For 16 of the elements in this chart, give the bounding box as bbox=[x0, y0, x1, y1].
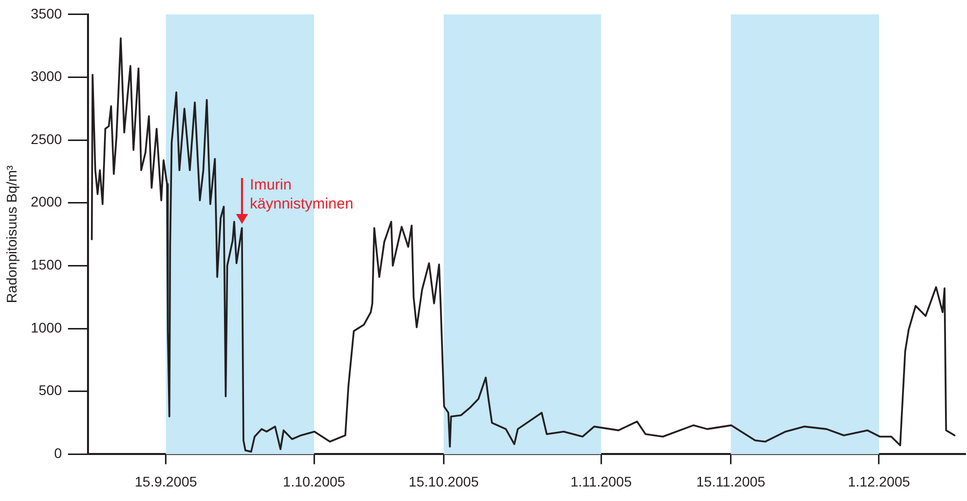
annotation: Imurin käynnistyminen bbox=[250, 176, 354, 213]
x-tick-label: 15.9.2005 bbox=[134, 473, 198, 490]
x-tick-label: 1.12.2005 bbox=[848, 473, 910, 490]
y-tick-label: 1000 bbox=[30, 319, 62, 336]
x-tick-label: 15.10.2005 bbox=[408, 473, 479, 490]
y-tick-label: 2000 bbox=[30, 194, 62, 210]
x-tick-label: 1.11.2005 bbox=[570, 473, 632, 490]
y-tick-label: 2500 bbox=[30, 130, 62, 147]
x-tick-label: 15.11.2005 bbox=[696, 473, 766, 490]
y-tick-label: 1500 bbox=[30, 256, 62, 273]
y-tick-label: 3500 bbox=[30, 5, 62, 22]
y-tick-label: 0 bbox=[54, 445, 62, 462]
x-tick-label: 1.10.2005 bbox=[282, 473, 346, 490]
y-axis-title: Radonpitoisuus Bq/m³ bbox=[3, 165, 20, 304]
y-tick-label: 500 bbox=[38, 382, 62, 398]
y-tick-label: 3000 bbox=[30, 68, 62, 84]
